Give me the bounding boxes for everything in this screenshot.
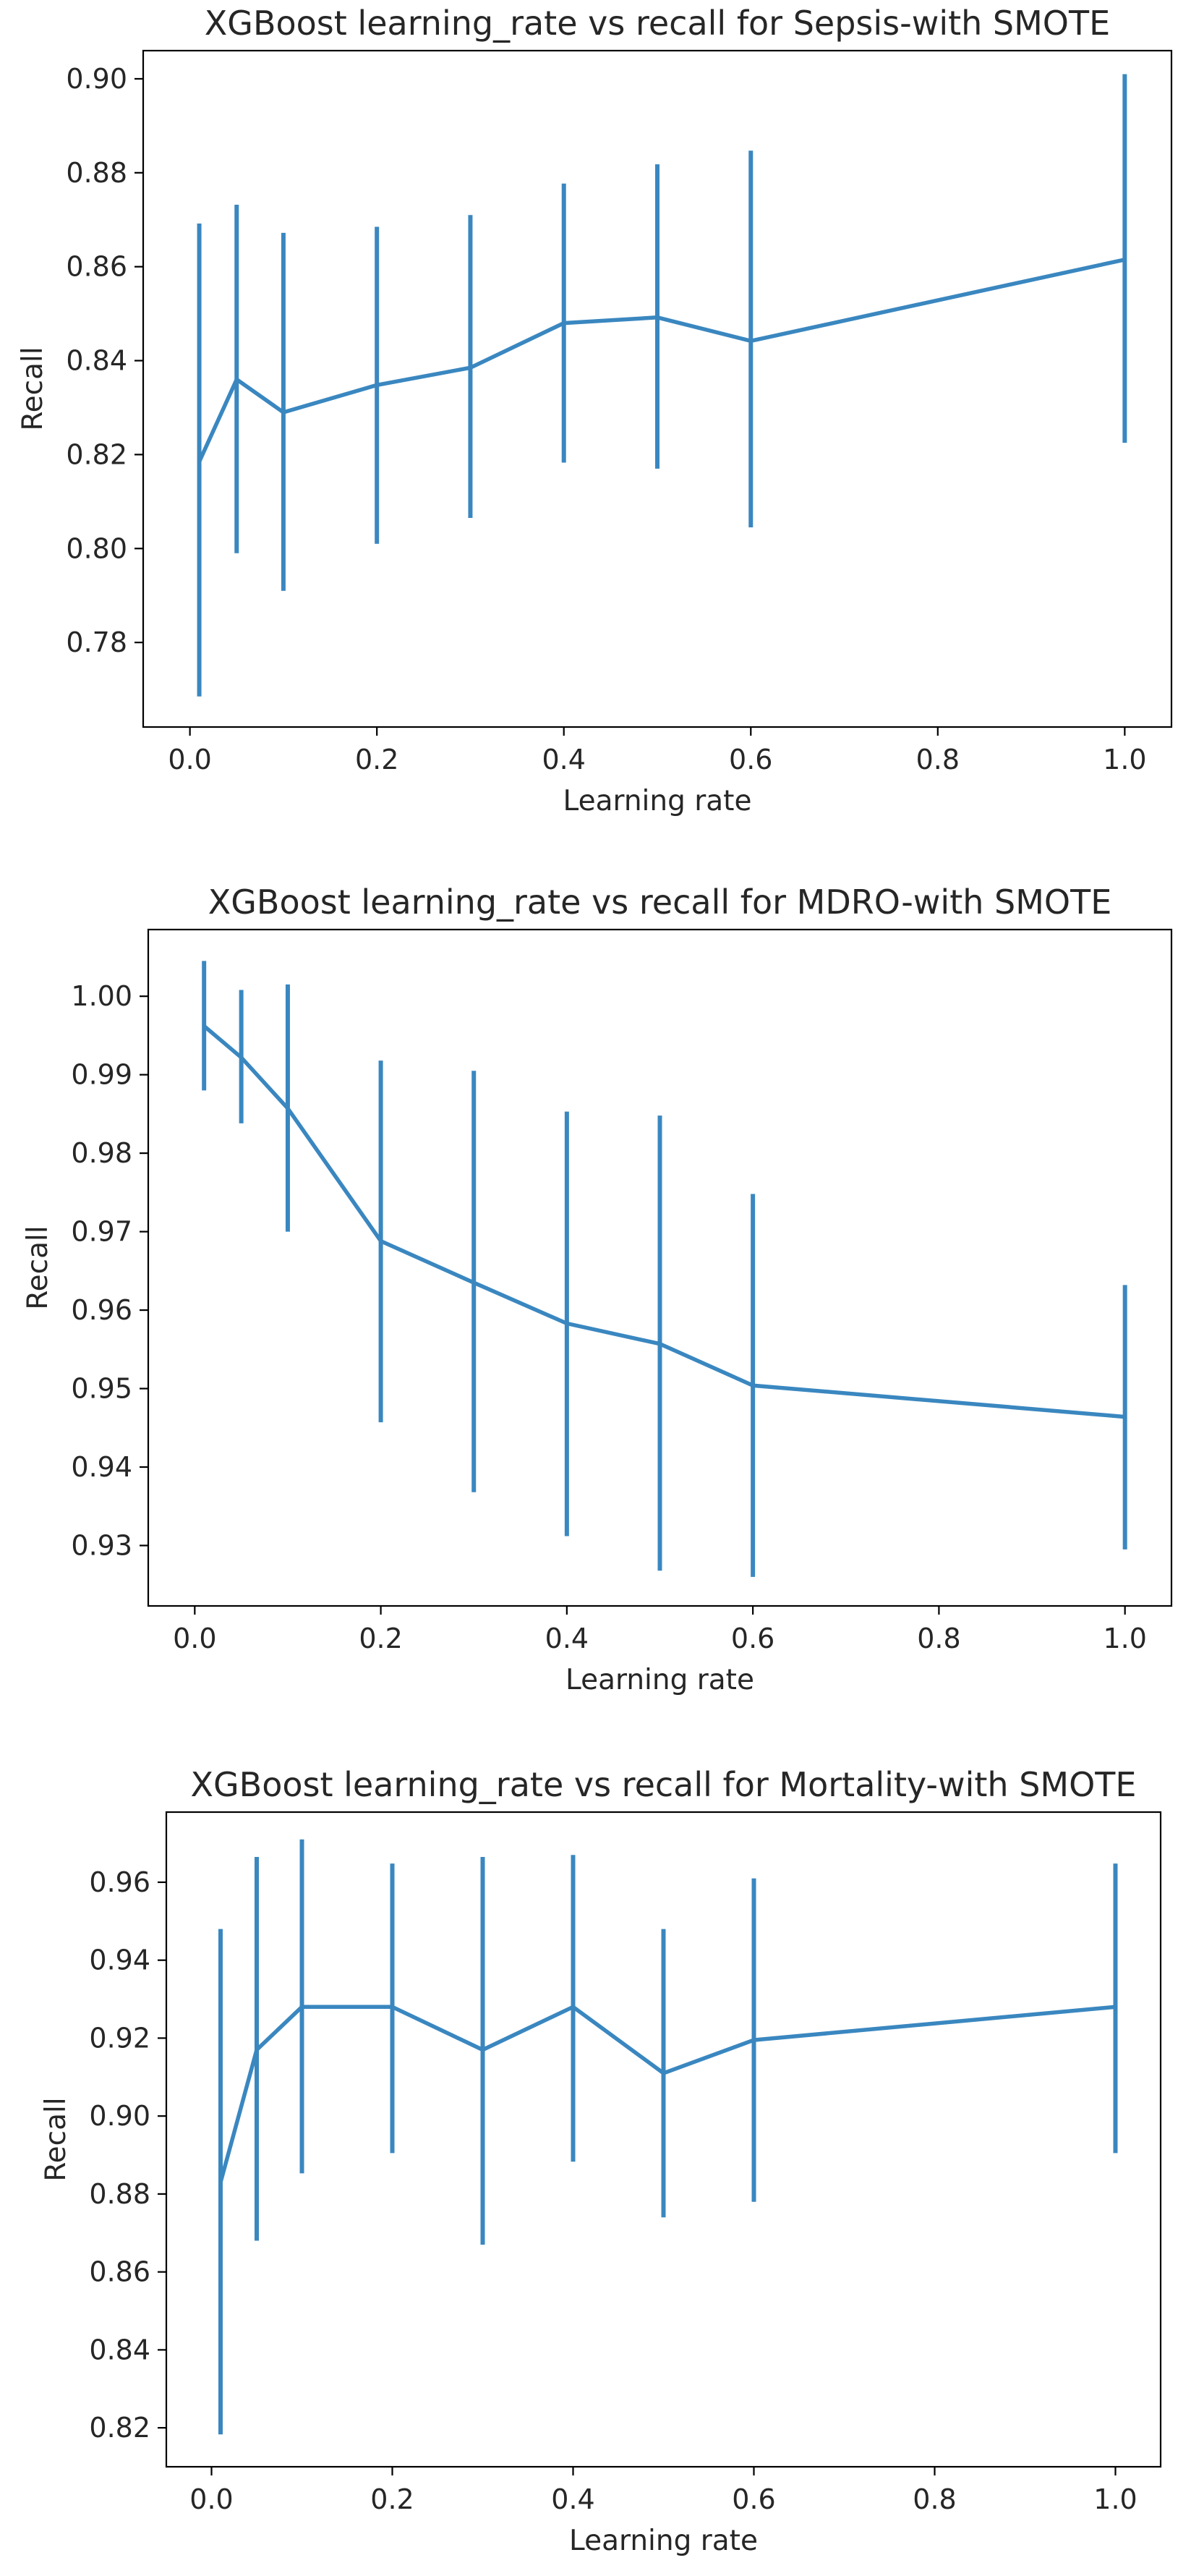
mortality-x-tick-label: 0.0 bbox=[189, 2483, 233, 2515]
mortality-data-point bbox=[1114, 2005, 1117, 2009]
sepsis-data-point bbox=[468, 365, 472, 370]
mdro-recall-line bbox=[202, 1024, 1125, 1419]
mdro-data-point bbox=[202, 1024, 206, 1028]
mortality-y-tick-label: 0.94 bbox=[89, 1944, 150, 1976]
sepsis-data-point bbox=[562, 321, 566, 326]
mdro-x-tick-label: 0.2 bbox=[359, 1623, 402, 1654]
mdro-x-axis-label: Learning rate bbox=[565, 1664, 754, 1696]
mdro-data-point bbox=[471, 1280, 476, 1285]
sepsis-x-axis-label: Learning rate bbox=[563, 785, 752, 817]
sepsis-y-tick-label: 0.86 bbox=[66, 251, 127, 283]
sepsis-x-tick-label: 0.2 bbox=[355, 744, 398, 775]
mortality-y-tick-label: 0.84 bbox=[89, 2334, 150, 2365]
sepsis-data-point bbox=[655, 315, 659, 320]
sepsis-y-tick-label: 0.90 bbox=[66, 63, 127, 95]
mortality-recall-line bbox=[218, 2005, 1116, 2183]
mortality-x-tick-label: 1.0 bbox=[1093, 2483, 1137, 2515]
mortality-x-tick-label: 0.6 bbox=[732, 2483, 775, 2515]
mdro-data-point bbox=[286, 1106, 290, 1110]
sepsis-data-point bbox=[375, 383, 379, 387]
mortality-data-point bbox=[571, 2005, 575, 2009]
sepsis-x-tick-label: 0.8 bbox=[916, 744, 960, 775]
sepsis-x-tick-label: 0.6 bbox=[729, 744, 772, 775]
mortality-chart-title: XGBoost learning_rate vs recall for Mort… bbox=[191, 1765, 1137, 1804]
mortality-data-point bbox=[481, 2048, 484, 2052]
sepsis-y-tick-label: 0.82 bbox=[66, 438, 127, 470]
mdro-y-tick-label: 0.97 bbox=[71, 1216, 132, 1248]
mdro-x-tick-label: 0.4 bbox=[545, 1623, 589, 1654]
mdro-data-point bbox=[379, 1239, 383, 1244]
mortality-x-tick-label: 0.4 bbox=[551, 2483, 594, 2515]
sepsis-x-tick-label: 0.4 bbox=[542, 744, 586, 775]
mortality-plot-frame bbox=[165, 1811, 1162, 2468]
mortality-y-tick-label: 0.88 bbox=[89, 2178, 150, 2210]
mortality-data-point bbox=[390, 2005, 394, 2009]
sepsis-data-point bbox=[748, 339, 753, 343]
mdro-subplot: XGBoost learning_rate vs recall for MDRO… bbox=[22, 883, 1173, 1696]
mdro-y-tick-label: 0.96 bbox=[71, 1294, 132, 1326]
mortality-y-axis-label: Recall bbox=[40, 2097, 72, 2181]
mortality-subplot: XGBoost learning_rate vs recall for Mort… bbox=[40, 1765, 1162, 2557]
mdro-y-tick-label: 1.00 bbox=[71, 980, 132, 1012]
mortality-y-tick-label: 0.90 bbox=[89, 2100, 150, 2132]
sepsis-y-axis-label: Recall bbox=[17, 347, 49, 430]
mdro-y-axis-label: Recall bbox=[22, 1225, 54, 1309]
mortality-x-axis-label: Learning rate bbox=[569, 2525, 758, 2557]
mdro-x-tick-label: 0.0 bbox=[173, 1623, 216, 1654]
sepsis-recall-line bbox=[197, 258, 1125, 463]
mdro-y-tick-label: 0.99 bbox=[71, 1059, 132, 1091]
mortality-x-tick-label: 0.8 bbox=[913, 2483, 956, 2515]
sepsis-plot-frame bbox=[142, 49, 1173, 728]
mortality-data-point bbox=[752, 2038, 756, 2042]
mdro-y-tick-label: 0.98 bbox=[71, 1137, 132, 1169]
mortality-y-tick-label: 0.86 bbox=[89, 2256, 150, 2288]
mdro-x-tick-label: 1.0 bbox=[1103, 1623, 1146, 1654]
sepsis-chart-title: XGBoost learning_rate vs recall for Seps… bbox=[205, 4, 1110, 43]
sepsis-data-point bbox=[234, 378, 239, 382]
mdro-plot-frame bbox=[147, 928, 1173, 1607]
mdro-chart-title: XGBoost learning_rate vs recall for MDRO… bbox=[208, 883, 1112, 922]
mortality-x-tick-label: 0.2 bbox=[370, 2483, 414, 2515]
sepsis-y-tick-label: 0.80 bbox=[66, 532, 127, 564]
mdro-data-point bbox=[1123, 1415, 1127, 1419]
mdro-y-tick-label: 0.95 bbox=[71, 1373, 132, 1405]
sepsis-y-tick-label: 0.84 bbox=[66, 345, 127, 377]
sepsis-data-point bbox=[281, 410, 286, 415]
sepsis-data-point bbox=[197, 459, 202, 464]
mdro-y-tick-label: 0.93 bbox=[71, 1529, 132, 1561]
mdro-x-tick-label: 0.8 bbox=[917, 1623, 960, 1654]
mortality-data-point bbox=[218, 2180, 223, 2185]
sepsis-y-tick-label: 0.78 bbox=[66, 626, 127, 658]
mdro-x-tick-label: 0.6 bbox=[731, 1623, 774, 1654]
sepsis-subplot: XGBoost learning_rate vs recall for Seps… bbox=[17, 4, 1173, 817]
sepsis-x-tick-label: 1.0 bbox=[1103, 744, 1146, 775]
mdro-y-tick-label: 0.94 bbox=[71, 1451, 132, 1483]
mdro-data-point bbox=[565, 1322, 569, 1326]
mortality-data-point bbox=[255, 2048, 259, 2052]
sepsis-y-tick-label: 0.88 bbox=[66, 157, 127, 189]
sepsis-x-tick-label: 0.0 bbox=[168, 744, 211, 775]
sepsis-data-point bbox=[1122, 258, 1127, 262]
mortality-y-tick-label: 0.96 bbox=[89, 1866, 150, 1898]
mdro-data-point bbox=[751, 1383, 755, 1387]
mortality-y-tick-label: 0.82 bbox=[89, 2412, 150, 2444]
mortality-data-point bbox=[662, 2071, 665, 2075]
mdro-data-point bbox=[658, 1342, 662, 1346]
mortality-data-point bbox=[300, 2005, 304, 2009]
mdro-data-point bbox=[239, 1055, 244, 1060]
mortality-y-tick-label: 0.92 bbox=[89, 2022, 150, 2054]
